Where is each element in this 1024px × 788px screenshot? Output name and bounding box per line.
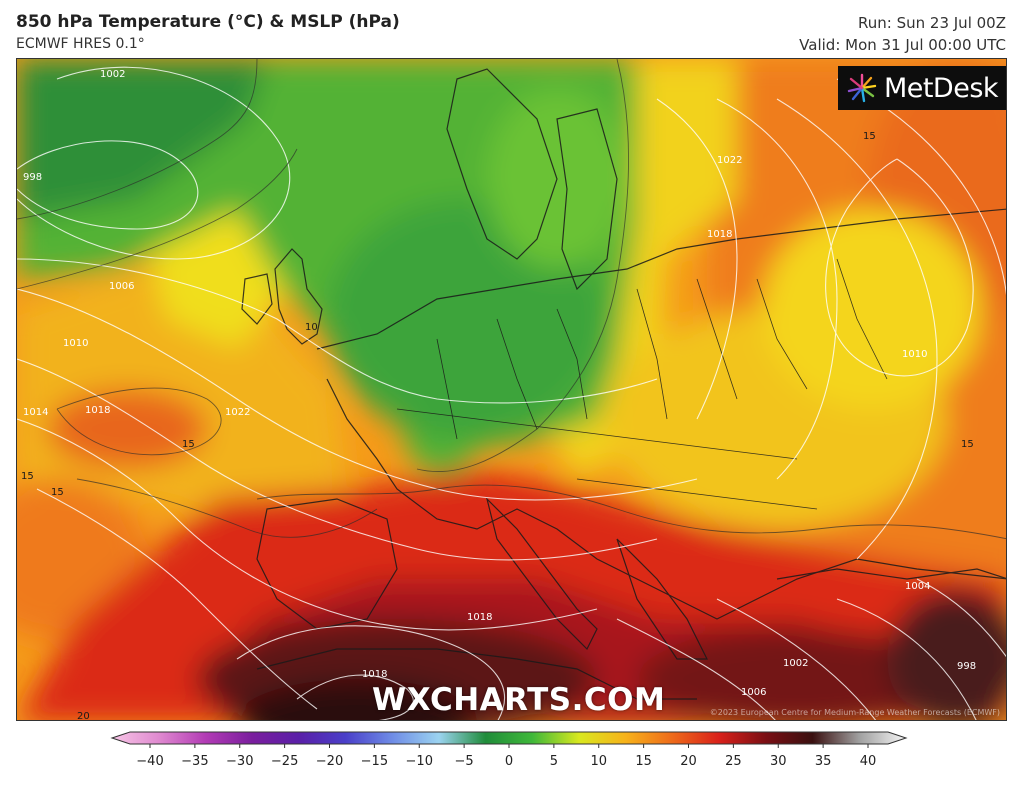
isobar-label: 1002	[100, 69, 125, 80]
temperature-contours	[17, 59, 1006, 540]
color-scale-tick-label: 40	[860, 754, 877, 769]
isobar-label: 1010	[902, 349, 927, 360]
isobar-label: 998	[23, 172, 42, 183]
temperature-label: 15	[182, 439, 195, 450]
color-scale-tick-label: −40	[136, 754, 163, 769]
color-scale-tick-label: 25	[725, 754, 742, 769]
color-scale-tick-label: 0	[505, 754, 513, 769]
weather-map[interactable]: 1002 998 1006 1010 1014 1018 1022 1018 1…	[16, 58, 1007, 721]
copyright-notice: ©2023 European Centre for Medium-Range W…	[709, 708, 1000, 717]
map-canvas: 1002 998 1006 1010 1014 1018 1022 1018 1…	[17, 59, 1006, 721]
isobar-label: 998	[957, 661, 976, 672]
isobar-label: 1018	[362, 669, 387, 680]
color-scale-bar: −40 −35 −30 −25 −20 −15 −10 −5 0 5 10 15 20 25 30 35 40	[110, 731, 908, 769]
run-time: Run: Sun 23 Jul 00Z	[858, 14, 1006, 32]
isobar-lines	[17, 66, 1006, 720]
color-scale-tick-label: 35	[815, 754, 832, 769]
wxcharts-watermark: WXCHARTS.COM	[372, 682, 666, 718]
isobar-label: 1018	[467, 612, 492, 623]
color-scale-tick-label: −30	[226, 754, 253, 769]
isobar-label: 1006	[741, 687, 766, 698]
chart-title: 850 hPa Temperature (°C) & MSLP (hPa)	[16, 12, 400, 32]
model-name: ECMWF HRES 0.1°	[16, 36, 145, 52]
isobar-label: 1018	[707, 229, 732, 240]
color-scale: −40 −35 −30 −25 −20 −15 −10 −5 0 5 10 15 20 25 30 35 40	[0, 726, 1024, 784]
color-scale-gradient	[110, 731, 908, 745]
temperature-label: 15	[51, 487, 64, 498]
isobar-label: 1022	[717, 155, 742, 166]
chart-header: 850 hPa Temperature (°C) & MSLP (hPa) EC…	[0, 0, 1024, 58]
color-scale-ticks: −40 −35 −30 −25 −20 −15 −10 −5 0 5 10 15 20 25 30 35 40	[136, 744, 876, 769]
temperature-labels: 10 15 15 15 15 15 20	[21, 131, 974, 721]
color-scale-tick-label: −35	[181, 754, 208, 769]
isobar-label: 1006	[109, 281, 134, 292]
color-scale-tick-label: 5	[550, 754, 558, 769]
color-scale-tick-label: −20	[316, 754, 343, 769]
color-scale-tick-label: 30	[770, 754, 787, 769]
color-scale-tick-label: −10	[406, 754, 433, 769]
temperature-label: 15	[863, 131, 876, 142]
isobar-label: 1004	[905, 581, 930, 592]
valid-time: Valid: Mon 31 Jul 00:00 UTC	[799, 36, 1006, 54]
color-scale-tick-label: 20	[680, 754, 697, 769]
isobar-label: 1022	[225, 407, 250, 418]
metdesk-star-icon	[847, 73, 877, 103]
color-scale-tick-label: −5	[455, 754, 474, 769]
color-scale-tick-label: 15	[635, 754, 652, 769]
temperature-shading	[17, 59, 1006, 720]
metdesk-logo: MetDesk	[838, 66, 1006, 110]
isobar-label: 1014	[23, 407, 48, 418]
isobar-label: 1018	[85, 405, 110, 416]
isobar-label: 1010	[63, 338, 88, 349]
color-scale-tick-label: 10	[590, 754, 607, 769]
temperature-label: 10	[305, 322, 318, 333]
temperature-label: 15	[961, 439, 974, 450]
logo-text: MetDesk	[883, 72, 999, 104]
isobar-labels: 1002 998 1006 1010 1014 1018 1022 1018 1…	[23, 69, 976, 698]
isobar-label: 1002	[783, 658, 808, 669]
color-scale-tick-label: −15	[361, 754, 388, 769]
temperature-label: 15	[21, 471, 34, 482]
color-scale-tick-label: −25	[271, 754, 298, 769]
temperature-label: 20	[77, 711, 90, 721]
